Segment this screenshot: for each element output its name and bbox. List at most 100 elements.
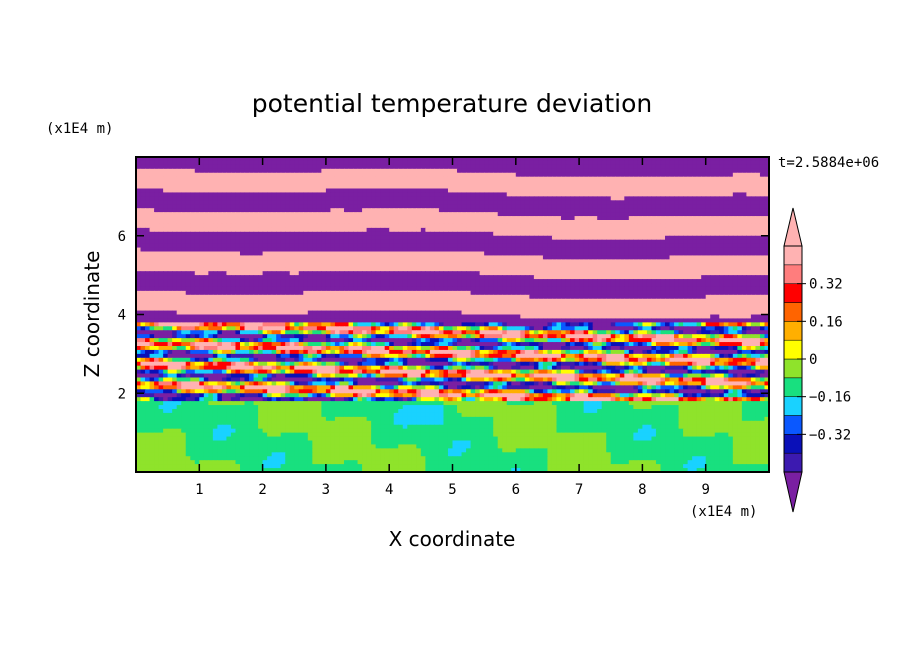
heatmap-cell bbox=[262, 294, 268, 300]
heatmap-cell bbox=[357, 184, 363, 190]
heatmap-cell bbox=[533, 204, 540, 209]
heatmap-cell bbox=[502, 216, 508, 221]
heatmap-cell bbox=[348, 216, 354, 221]
heatmap-cell bbox=[701, 235, 707, 241]
heatmap-cell bbox=[470, 192, 476, 197]
heatmap-cell bbox=[533, 279, 540, 284]
heatmap-cell bbox=[701, 247, 707, 253]
heatmap-cell bbox=[561, 290, 567, 296]
heatmap-cell bbox=[330, 255, 336, 260]
heatmap-cell bbox=[366, 239, 372, 245]
heatmap-cell bbox=[719, 275, 725, 280]
heatmap-cell bbox=[185, 192, 191, 197]
heatmap-cell bbox=[683, 255, 689, 260]
heatmap-cell bbox=[556, 247, 562, 253]
heatmap-cell bbox=[651, 176, 657, 182]
heatmap-cell bbox=[339, 279, 345, 284]
heatmap-cell bbox=[298, 231, 304, 237]
heatmap-cell bbox=[624, 196, 630, 201]
heatmap-cell bbox=[176, 239, 182, 245]
heatmap-cell bbox=[438, 263, 445, 268]
heatmap-cell bbox=[574, 259, 580, 264]
heatmap-cell bbox=[457, 192, 463, 197]
heatmap-cell bbox=[542, 168, 549, 174]
heatmap-cell bbox=[249, 172, 255, 178]
heatmap-cell bbox=[325, 223, 332, 229]
heatmap-cell bbox=[253, 208, 259, 213]
heatmap-cell bbox=[665, 223, 671, 229]
heatmap-cell bbox=[547, 204, 553, 209]
heatmap-cell bbox=[425, 164, 431, 170]
heatmap-cell bbox=[669, 255, 675, 260]
heatmap-cell bbox=[339, 243, 345, 249]
heatmap-cell bbox=[199, 290, 205, 296]
heatmap-cell bbox=[185, 235, 191, 241]
heatmap-cell bbox=[221, 294, 228, 300]
heatmap-cell bbox=[511, 251, 517, 257]
heatmap-cell bbox=[551, 208, 558, 213]
heatmap-cell bbox=[285, 259, 291, 264]
heatmap-cell bbox=[434, 263, 440, 268]
heatmap-cell bbox=[542, 227, 549, 233]
heatmap-cell bbox=[203, 196, 209, 201]
heatmap-cell bbox=[325, 188, 332, 194]
heatmap-cell bbox=[221, 157, 228, 162]
heatmap-cell bbox=[208, 188, 214, 194]
heatmap-cell bbox=[628, 223, 634, 229]
heatmap-cell bbox=[145, 283, 151, 288]
heatmap-cell bbox=[366, 235, 372, 241]
heatmap-cell bbox=[719, 251, 725, 257]
heatmap-cell bbox=[199, 200, 205, 205]
heatmap-cell bbox=[674, 212, 680, 217]
heatmap-cell bbox=[438, 172, 445, 178]
heatmap-cell bbox=[267, 294, 273, 300]
heatmap-cell bbox=[316, 294, 322, 300]
heatmap-cell bbox=[217, 204, 223, 209]
heatmap-cell bbox=[249, 239, 255, 245]
heatmap-cell bbox=[366, 160, 372, 166]
heatmap-cell bbox=[484, 243, 490, 249]
heatmap-cell bbox=[339, 168, 345, 174]
heatmap-cell bbox=[683, 263, 689, 268]
heatmap-cell bbox=[583, 176, 589, 182]
heatmap-cell bbox=[488, 255, 494, 260]
heatmap-cell bbox=[289, 279, 295, 284]
heatmap-cell bbox=[524, 251, 530, 257]
heatmap-cell bbox=[285, 176, 291, 182]
heatmap-cell bbox=[307, 259, 313, 264]
heatmap-cell bbox=[190, 164, 196, 170]
heatmap-cell bbox=[258, 157, 264, 162]
heatmap-cell bbox=[249, 247, 255, 253]
heatmap-cell bbox=[723, 184, 729, 190]
heatmap-cell bbox=[316, 196, 322, 201]
heatmap-cell bbox=[732, 275, 738, 280]
heatmap-cell bbox=[475, 223, 481, 229]
heatmap-cell bbox=[655, 239, 662, 245]
heatmap-cell bbox=[294, 180, 300, 186]
heatmap-cell bbox=[167, 294, 173, 300]
heatmap-cell bbox=[615, 239, 621, 245]
heatmap-cell bbox=[334, 290, 341, 296]
heatmap-cell bbox=[362, 220, 368, 225]
heatmap-cell bbox=[506, 157, 512, 162]
heatmap-cell bbox=[484, 283, 490, 288]
heatmap-cell bbox=[533, 286, 540, 292]
heatmap-cell bbox=[479, 239, 485, 245]
heatmap-cell bbox=[692, 255, 698, 260]
heatmap-cell bbox=[759, 227, 766, 233]
heatmap-cell bbox=[280, 290, 286, 296]
heatmap-cell bbox=[561, 184, 567, 190]
heatmap-cell bbox=[655, 172, 662, 178]
heatmap-cell bbox=[497, 216, 503, 221]
heatmap-cell bbox=[529, 160, 535, 166]
heatmap-cell bbox=[145, 168, 151, 174]
heatmap-cell bbox=[176, 243, 182, 249]
heatmap-cell bbox=[484, 279, 490, 284]
heatmap-cell bbox=[651, 157, 657, 162]
heatmap-cell bbox=[262, 223, 268, 229]
heatmap-cell bbox=[163, 212, 169, 217]
heatmap-cell bbox=[597, 267, 603, 272]
heatmap-cell bbox=[321, 196, 327, 201]
heatmap-cell bbox=[452, 180, 458, 186]
heatmap-cell bbox=[190, 188, 196, 194]
